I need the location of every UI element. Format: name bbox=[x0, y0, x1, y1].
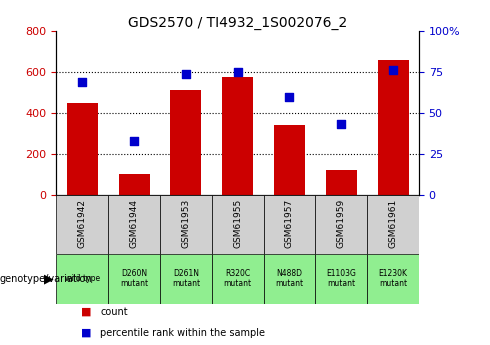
Text: D261N
mutant: D261N mutant bbox=[172, 269, 200, 288]
Point bbox=[182, 71, 190, 77]
Bar bbox=[316, 195, 367, 254]
Bar bbox=[119, 175, 149, 195]
Bar bbox=[108, 195, 160, 254]
Text: count: count bbox=[100, 307, 128, 317]
Text: percentile rank within the sample: percentile rank within the sample bbox=[100, 328, 266, 338]
Text: GSM61961: GSM61961 bbox=[389, 198, 397, 248]
Text: E1230K
mutant: E1230K mutant bbox=[379, 269, 408, 288]
Text: ■: ■ bbox=[81, 328, 91, 338]
Text: GSM61942: GSM61942 bbox=[78, 199, 87, 248]
Bar bbox=[274, 125, 305, 195]
Text: GSM61944: GSM61944 bbox=[129, 199, 139, 248]
Text: N488D
mutant: N488D mutant bbox=[275, 269, 303, 288]
Text: GSM61953: GSM61953 bbox=[181, 198, 190, 248]
Text: GSM61959: GSM61959 bbox=[337, 198, 346, 248]
Bar bbox=[160, 254, 212, 304]
Point bbox=[389, 68, 397, 73]
Bar bbox=[264, 195, 316, 254]
Text: GSM61957: GSM61957 bbox=[285, 198, 294, 248]
Bar bbox=[56, 254, 108, 304]
Bar bbox=[326, 170, 357, 195]
Point bbox=[337, 122, 345, 127]
Text: E1103G
mutant: E1103G mutant bbox=[326, 269, 356, 288]
Bar bbox=[67, 103, 98, 195]
Point bbox=[78, 79, 86, 85]
Text: genotype/variation: genotype/variation bbox=[0, 274, 93, 284]
Bar bbox=[316, 254, 367, 304]
Point bbox=[130, 138, 138, 144]
Bar bbox=[367, 195, 419, 254]
Point bbox=[234, 69, 242, 75]
Text: R320C
mutant: R320C mutant bbox=[223, 269, 252, 288]
Bar bbox=[222, 77, 253, 195]
Text: GSM61955: GSM61955 bbox=[233, 198, 242, 248]
Bar bbox=[160, 195, 212, 254]
Bar bbox=[264, 254, 316, 304]
Text: ■: ■ bbox=[81, 307, 91, 317]
Bar bbox=[108, 254, 160, 304]
Bar bbox=[171, 90, 201, 195]
Text: D260N
mutant: D260N mutant bbox=[120, 269, 148, 288]
Text: ▶: ▶ bbox=[44, 272, 54, 285]
Bar bbox=[212, 254, 264, 304]
Bar bbox=[212, 195, 264, 254]
Text: wild type: wild type bbox=[65, 274, 100, 283]
Bar bbox=[377, 60, 409, 195]
Bar bbox=[56, 195, 108, 254]
Point bbox=[286, 94, 294, 99]
Text: GDS2570 / TI4932_1S002076_2: GDS2570 / TI4932_1S002076_2 bbox=[128, 16, 347, 30]
Bar bbox=[367, 254, 419, 304]
